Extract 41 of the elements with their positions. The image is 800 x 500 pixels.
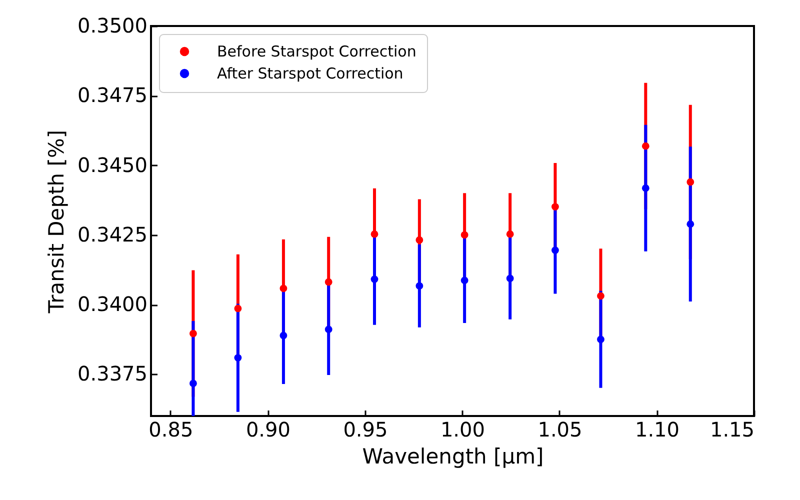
x-axis-title: Wavelength [μm] (362, 444, 544, 468)
point (506, 230, 514, 238)
point (370, 276, 378, 283)
point (234, 354, 242, 362)
x-tick-label: 0.90 (246, 418, 290, 442)
x-tick-label: 1.10 (634, 418, 680, 442)
point (324, 326, 332, 334)
point (370, 230, 378, 238)
point (551, 203, 559, 210)
y-tick-label: 0.3500 (78, 14, 148, 38)
x-tick-label: 1.15 (710, 418, 754, 442)
point (597, 336, 604, 344)
point (280, 284, 288, 292)
point (642, 142, 650, 150)
y-axis-title: Transit Depth [%] (44, 130, 69, 314)
x-tick-label: 0.95 (343, 418, 388, 442)
point (280, 332, 288, 340)
point (460, 276, 468, 284)
point (597, 292, 604, 300)
point (686, 178, 694, 186)
x-tick-label: 0.85 (148, 418, 194, 442)
y-tick-label: 0.3450 (78, 152, 148, 177)
point (190, 330, 197, 338)
legend-label: Before Starspot Correction (217, 42, 416, 60)
point (234, 304, 242, 312)
point (686, 220, 694, 228)
y-tick-label: 0.3425 (78, 222, 148, 246)
x-tick-label: 1.05 (538, 418, 582, 442)
point (190, 380, 197, 388)
y-tick-label: 0.3475 (78, 83, 148, 108)
point (642, 184, 650, 192)
point (324, 278, 332, 286)
y-tick-label: 0.3375 (78, 362, 148, 386)
x-tick-label: 1.00 (440, 418, 485, 442)
y-tick-label: 0.3400 (78, 292, 148, 316)
point (460, 231, 468, 239)
legend-label: After Starspot Correction (217, 64, 404, 82)
point (416, 236, 424, 244)
point (416, 282, 424, 290)
point (506, 274, 514, 282)
point (551, 246, 559, 254)
